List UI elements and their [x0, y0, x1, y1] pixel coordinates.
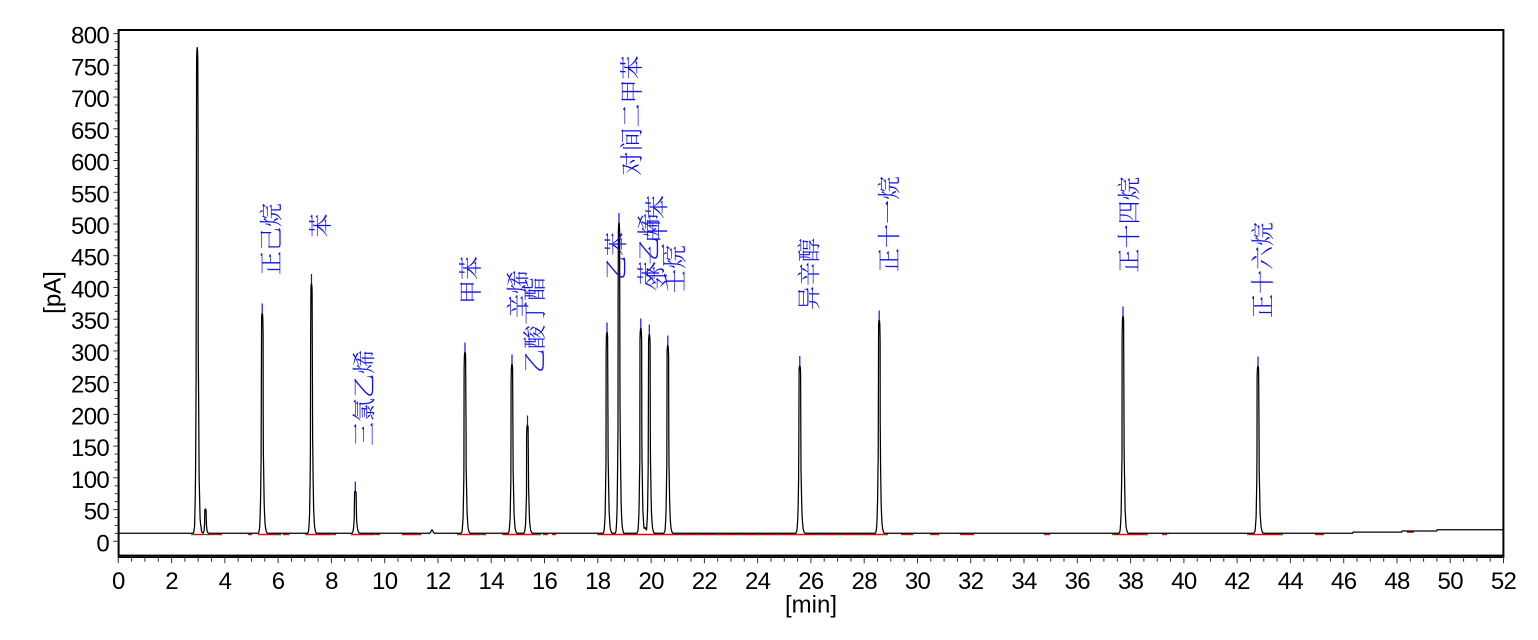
svg-text:26: 26: [798, 568, 824, 595]
svg-text:16: 16: [532, 568, 558, 595]
svg-text:36: 36: [1065, 568, 1091, 595]
svg-text:0: 0: [96, 530, 109, 557]
svg-text:28: 28: [852, 568, 878, 595]
svg-text:38: 38: [1118, 568, 1144, 595]
svg-text:30: 30: [905, 568, 931, 595]
svg-text:0: 0: [112, 568, 125, 595]
svg-text:12: 12: [425, 568, 451, 595]
svg-text:550: 550: [71, 181, 109, 208]
svg-text:20: 20: [638, 568, 664, 595]
svg-text:44: 44: [1278, 568, 1304, 595]
svg-text:50: 50: [84, 499, 110, 526]
svg-text:52: 52: [1491, 568, 1517, 595]
svg-text:32: 32: [958, 568, 984, 595]
svg-text:42: 42: [1224, 568, 1250, 595]
svg-text:8: 8: [325, 568, 338, 595]
svg-text:100: 100: [71, 467, 109, 494]
svg-text:14: 14: [479, 568, 505, 595]
svg-text:18: 18: [585, 568, 611, 595]
svg-text:50: 50: [1438, 568, 1464, 595]
svg-text:750: 750: [71, 54, 109, 81]
svg-text:6: 6: [272, 568, 285, 595]
svg-text:300: 300: [71, 340, 109, 367]
svg-text:4: 4: [219, 568, 232, 595]
svg-text:800: 800: [71, 23, 109, 50]
svg-text:40: 40: [1171, 568, 1197, 595]
svg-text:250: 250: [71, 372, 109, 399]
svg-text:500: 500: [71, 213, 109, 240]
svg-text:150: 150: [71, 435, 109, 462]
svg-text:48: 48: [1384, 568, 1410, 595]
svg-text:46: 46: [1331, 568, 1357, 595]
svg-text:24: 24: [745, 568, 771, 595]
svg-text:700: 700: [71, 86, 109, 113]
svg-text:34: 34: [1011, 568, 1037, 595]
svg-text:600: 600: [71, 150, 109, 177]
svg-text:10: 10: [372, 568, 398, 595]
svg-text:[pA]: [pA]: [40, 271, 67, 314]
svg-text:450: 450: [71, 245, 109, 272]
svg-text:350: 350: [71, 308, 109, 335]
svg-text:[min]: [min]: [785, 592, 837, 619]
svg-text:650: 650: [71, 118, 109, 145]
svg-text:200: 200: [71, 403, 109, 430]
svg-text:2: 2: [165, 568, 178, 595]
svg-text:22: 22: [692, 568, 718, 595]
svg-text:400: 400: [71, 277, 109, 304]
